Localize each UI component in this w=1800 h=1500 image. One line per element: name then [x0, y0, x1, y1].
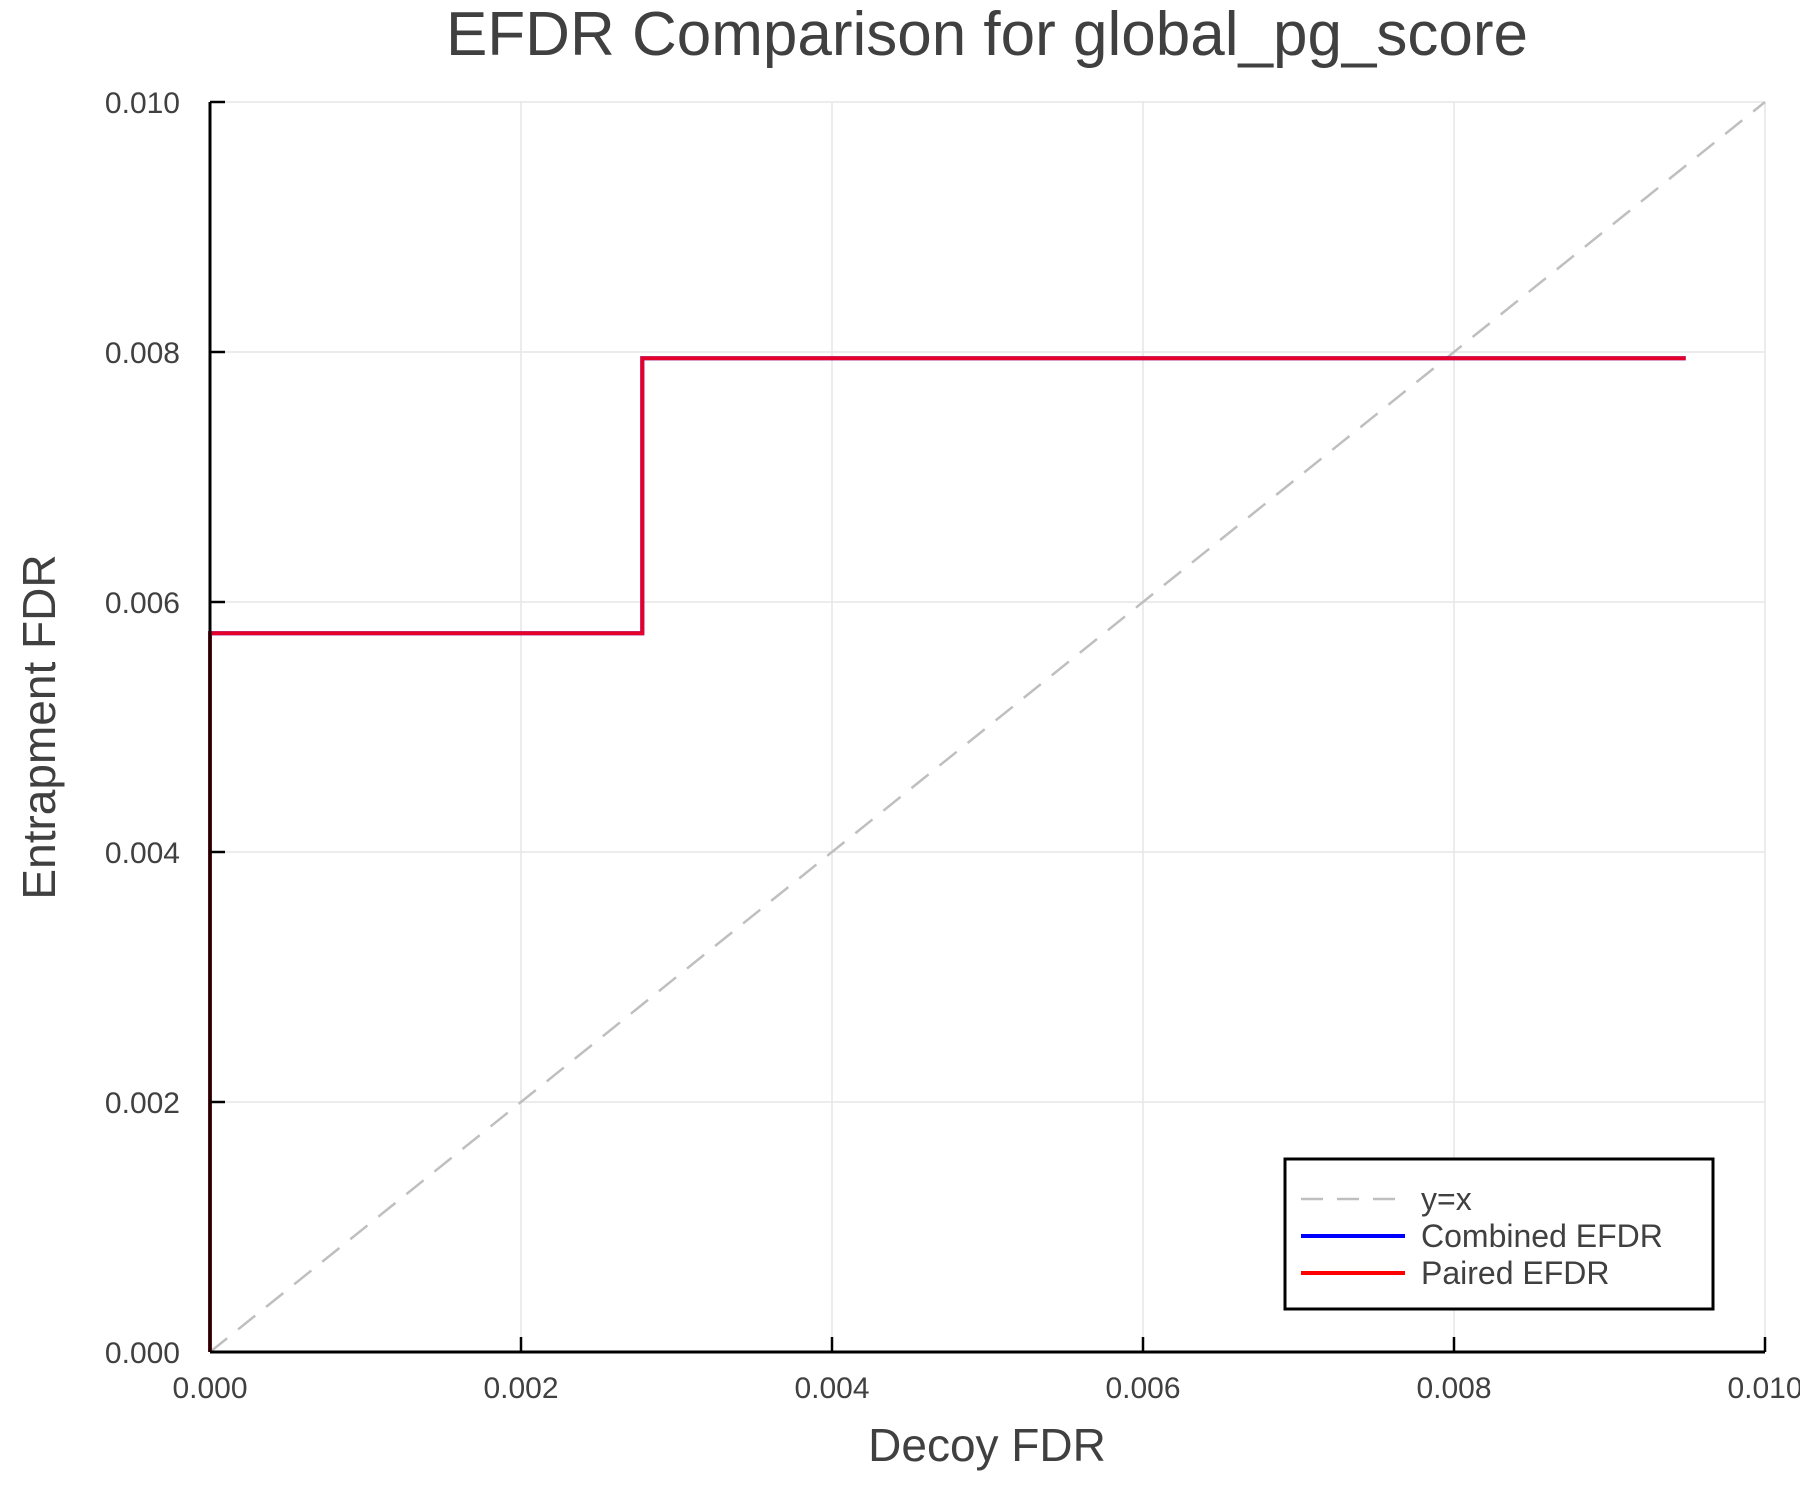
x-tick-label: 0.008 [1416, 1372, 1491, 1405]
y-axis-label: Entrapment FDR [13, 554, 65, 899]
legend-label: y=x [1421, 1181, 1472, 1217]
x-tick-label: 0.002 [483, 1372, 558, 1405]
y-tick-label: 0.010 [105, 87, 180, 120]
x-tick-label: 0.006 [1105, 1372, 1180, 1405]
tick-labels: 0.000 0.002 0.004 0.006 0.008 0.010 0.000 0.002… [105, 87, 1800, 1405]
y-tick-label: 0.004 [105, 837, 180, 870]
chart-title: EFDR Comparison for global_pg_score [446, 0, 1528, 69]
x-axis-label: Decoy FDR [868, 1419, 1106, 1471]
y-tick-label: 0.002 [105, 1087, 180, 1120]
axes [208, 100, 1767, 1354]
x-tick-label: 0.004 [794, 1372, 869, 1405]
series-y-x [209, 101, 1766, 1353]
y-tick-label: 0.008 [105, 337, 180, 370]
y-tick-label: 0.006 [105, 587, 180, 620]
x-tick-label: 0.010 [1727, 1372, 1800, 1405]
legend-label: Paired EFDR [1421, 1255, 1610, 1291]
legend-label: Combined EFDR [1421, 1218, 1663, 1254]
x-tick-label: 0.000 [172, 1372, 247, 1405]
y-tick-label: 0.000 [105, 1337, 180, 1370]
